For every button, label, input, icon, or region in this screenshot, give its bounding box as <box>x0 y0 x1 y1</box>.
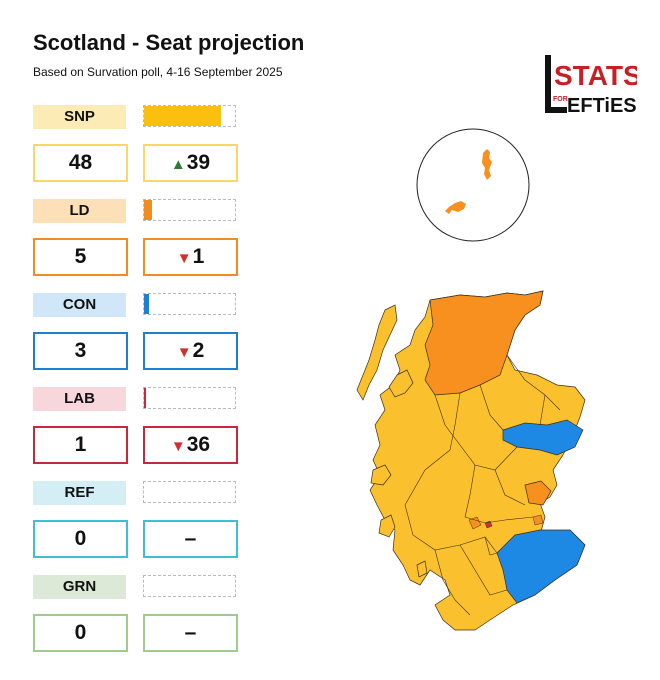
constituency-borders <box>404 354 561 616</box>
seat-change: – <box>143 520 238 558</box>
party-label: GRN <box>33 575 126 599</box>
islay-snp <box>378 514 396 538</box>
party-label: SNP <box>33 105 126 129</box>
logo-stats-text: STATS <box>554 60 637 91</box>
triangle-down-icon: ▼ <box>176 250 192 267</box>
seat-change: ▼1 <box>143 238 238 276</box>
seat-change: ▼36 <box>143 426 238 464</box>
western-isles-snp <box>356 304 398 401</box>
seat-count: 0 <box>33 520 128 558</box>
seat-change-value: – <box>184 527 197 550</box>
party-label: CON <box>33 293 126 317</box>
seat-share-bar-fill <box>144 106 221 126</box>
seat-share-bar <box>143 293 236 315</box>
seat-count: 3 <box>33 332 128 370</box>
party-row-con: CON 3 ▼2 <box>33 293 238 387</box>
seat-change-value: 36 <box>186 433 211 456</box>
aberdeenshire-con-constituency <box>502 419 584 456</box>
logo-lefties-text: EFTiES <box>567 95 637 115</box>
page-subtitle: Based on Survation poll, 4-16 September … <box>33 65 283 79</box>
seat-share-bar <box>143 575 236 597</box>
seat-change-value: 1 <box>192 245 205 268</box>
scotland-map <box>356 128 586 631</box>
seat-share-bar <box>143 199 236 221</box>
seat-change: ▲39 <box>143 144 238 182</box>
central-ld-constituency <box>468 516 482 530</box>
skye-snp <box>388 369 414 398</box>
seat-share-bar <box>143 105 236 127</box>
page-title: Scotland - Seat projection <box>33 30 305 55</box>
party-row-snp: SNP 48 ▲39 <box>33 105 238 199</box>
seat-change-value: 2 <box>192 339 205 362</box>
party-row-ref: REF 0 – <box>33 481 238 575</box>
borders-con-constituency <box>496 529 586 604</box>
seat-share-bar-fill <box>144 388 146 408</box>
mull-snp <box>370 464 392 486</box>
triangle-down-icon: ▼ <box>170 438 186 455</box>
seat-change: – <box>143 614 238 652</box>
party-row-ld: LD 5 ▼1 <box>33 199 238 293</box>
seat-share-bar-fill <box>144 294 149 314</box>
seat-share-bar <box>143 481 236 503</box>
seat-change-value: – <box>184 621 197 644</box>
fife-ld-constituency <box>524 480 552 506</box>
seat-share-bar <box>143 387 236 409</box>
orkney-constituency <box>445 201 466 214</box>
stats-for-lefties-logo: STATS FOR EFTiES <box>545 55 637 115</box>
seat-share-bar-fill <box>144 200 152 220</box>
seat-count: 48 <box>33 144 128 182</box>
edinburgh-ld-constituency <box>532 514 544 526</box>
seat-count: 1 <box>33 426 128 464</box>
northern-isles-inset <box>416 128 530 242</box>
arran-snp <box>416 560 428 578</box>
triangle-down-icon: ▼ <box>176 344 192 361</box>
party-row-grn: GRN 0 – <box>33 575 238 669</box>
party-label: LAB <box>33 387 126 411</box>
party-row-lab: LAB 1 ▼36 <box>33 387 238 481</box>
triangle-up-icon: ▲ <box>170 156 186 173</box>
logo-for-text: FOR <box>553 96 568 103</box>
party-label: LD <box>33 199 126 223</box>
seat-change: ▼2 <box>143 332 238 370</box>
party-label: REF <box>33 481 126 505</box>
seat-change-value: 39 <box>186 151 211 174</box>
seat-count: 5 <box>33 238 128 276</box>
seat-count: 0 <box>33 614 128 652</box>
shetland-constituency <box>482 149 492 180</box>
